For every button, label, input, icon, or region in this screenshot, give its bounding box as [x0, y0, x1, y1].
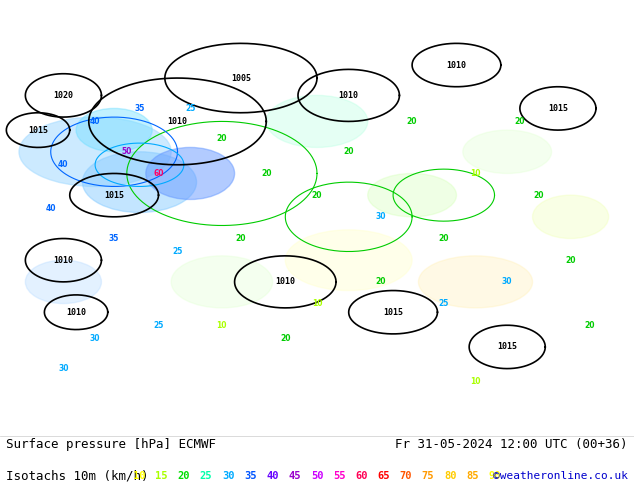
Text: 1015: 1015 [28, 125, 48, 135]
Text: 20: 20 [585, 321, 595, 330]
Text: 20: 20 [261, 169, 271, 178]
Text: 1020: 1020 [53, 91, 74, 100]
Text: 20: 20 [217, 134, 227, 143]
Text: 60: 60 [153, 169, 164, 178]
Text: 65: 65 [377, 471, 390, 481]
Text: 85: 85 [466, 471, 479, 481]
Text: 55: 55 [333, 471, 346, 481]
Text: 70: 70 [399, 471, 412, 481]
Text: 25: 25 [172, 247, 183, 256]
Text: 20: 20 [236, 234, 246, 243]
Ellipse shape [146, 147, 235, 199]
Ellipse shape [285, 230, 412, 291]
Ellipse shape [25, 260, 101, 304]
Ellipse shape [533, 195, 609, 239]
Text: 75: 75 [422, 471, 434, 481]
Text: 45: 45 [288, 471, 301, 481]
Text: 10: 10 [470, 169, 481, 178]
Text: 90: 90 [488, 471, 501, 481]
Text: 20: 20 [515, 117, 525, 126]
Text: 60: 60 [355, 471, 368, 481]
Text: 1010: 1010 [446, 61, 467, 70]
Text: 20: 20 [566, 256, 576, 265]
Text: 20: 20 [178, 471, 190, 481]
Text: 25: 25 [200, 471, 212, 481]
Text: 35: 35 [109, 234, 119, 243]
Text: 30: 30 [90, 334, 100, 343]
Ellipse shape [418, 256, 533, 308]
Ellipse shape [463, 130, 552, 173]
Ellipse shape [82, 152, 197, 213]
Text: ©weatheronline.co.uk: ©weatheronline.co.uk [493, 471, 628, 481]
Ellipse shape [171, 256, 273, 308]
Text: 25: 25 [153, 321, 164, 330]
Text: 1015: 1015 [383, 308, 403, 317]
Text: 20: 20 [344, 147, 354, 156]
Text: 10: 10 [312, 299, 322, 308]
Text: 1010: 1010 [66, 308, 86, 317]
Text: 20: 20 [280, 334, 290, 343]
Ellipse shape [368, 173, 456, 217]
Text: 35: 35 [244, 471, 257, 481]
Text: Fr 31-05-2024 12:00 UTC (00+36): Fr 31-05-2024 12:00 UTC (00+36) [395, 439, 628, 451]
Text: 20: 20 [439, 234, 449, 243]
Text: Isotachs 10m (km/h): Isotachs 10m (km/h) [6, 469, 149, 483]
Text: 30: 30 [375, 212, 385, 221]
Text: 30: 30 [222, 471, 235, 481]
Text: 15: 15 [155, 471, 168, 481]
Ellipse shape [266, 96, 368, 147]
Text: 1010: 1010 [167, 117, 188, 126]
Text: 1015: 1015 [104, 191, 124, 199]
Text: 1015: 1015 [497, 343, 517, 351]
Text: 10: 10 [217, 321, 227, 330]
Text: 80: 80 [444, 471, 456, 481]
Text: 10: 10 [133, 471, 146, 481]
Text: Surface pressure [hPa] ECMWF: Surface pressure [hPa] ECMWF [6, 439, 216, 451]
Text: 30: 30 [58, 364, 68, 373]
Text: 1005: 1005 [231, 74, 251, 82]
Text: 40: 40 [266, 471, 279, 481]
Text: 10: 10 [470, 377, 481, 386]
Text: 1010: 1010 [53, 256, 74, 265]
Text: 50: 50 [122, 147, 132, 156]
Text: 20: 20 [407, 117, 417, 126]
Text: 1015: 1015 [548, 104, 568, 113]
Text: 50: 50 [311, 471, 323, 481]
Text: 35: 35 [134, 104, 145, 113]
Text: 40: 40 [58, 160, 68, 169]
Text: 1010: 1010 [275, 277, 295, 286]
Text: 20: 20 [375, 277, 385, 286]
Text: 40: 40 [46, 204, 56, 213]
Text: 25: 25 [185, 104, 195, 113]
Ellipse shape [19, 117, 171, 187]
Text: 20: 20 [534, 191, 544, 199]
Text: 1010: 1010 [339, 91, 359, 100]
Ellipse shape [76, 108, 152, 152]
Text: 25: 25 [439, 299, 449, 308]
Text: 40: 40 [90, 117, 100, 126]
Text: 30: 30 [502, 277, 512, 286]
Text: 20: 20 [312, 191, 322, 199]
